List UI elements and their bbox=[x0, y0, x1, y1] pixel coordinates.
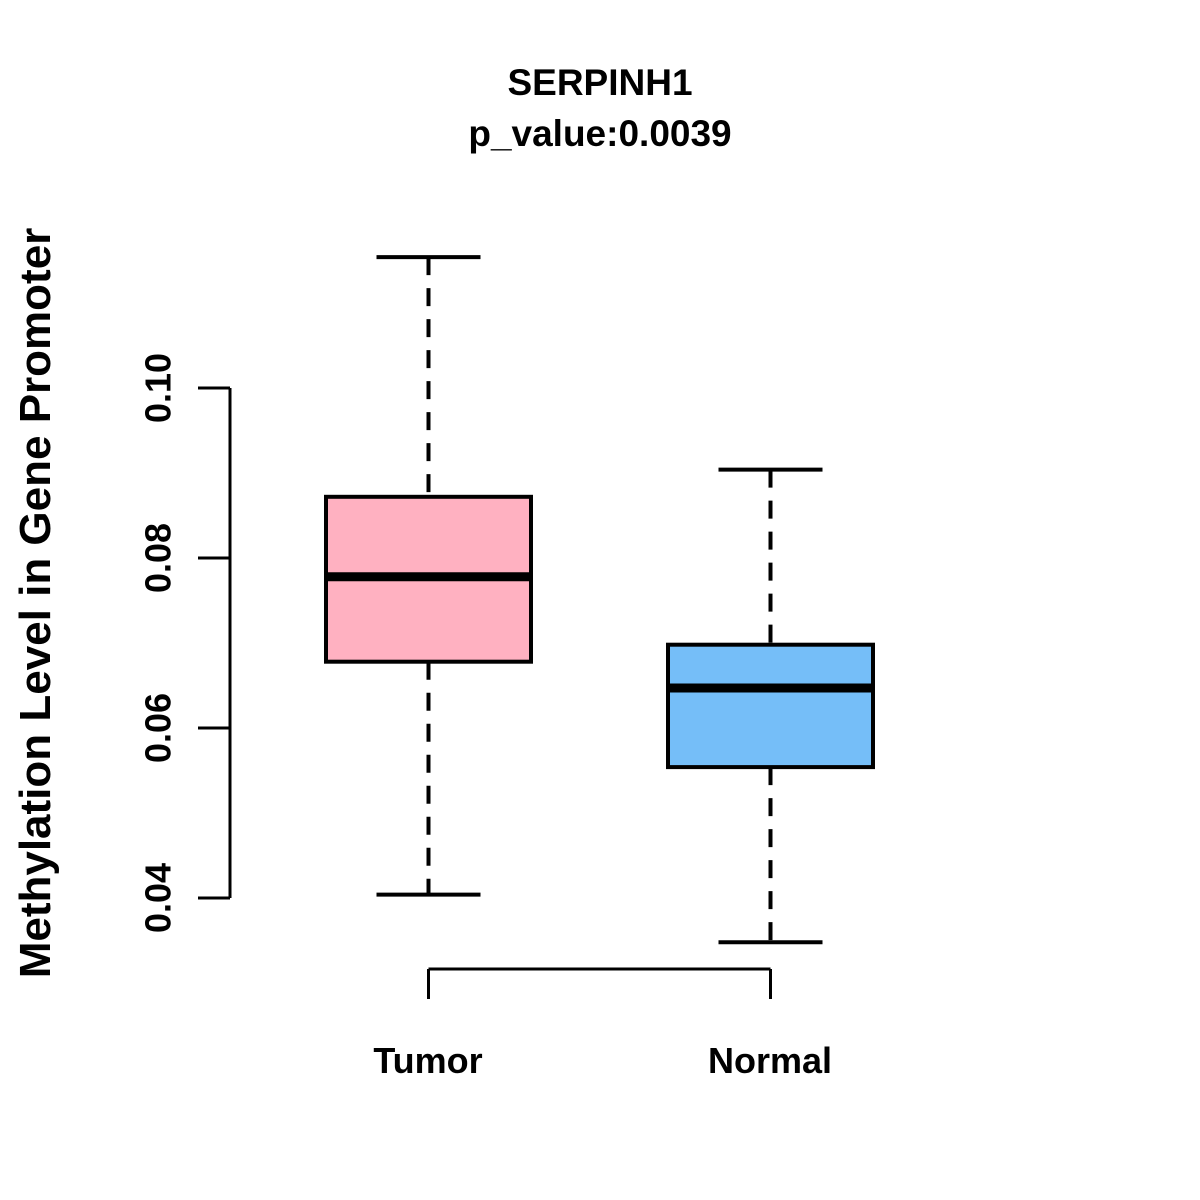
y-axis-tick-label: 0.04 bbox=[138, 863, 179, 933]
x-tick-label-tumor: Tumor bbox=[373, 1040, 483, 1081]
box-rect-normal bbox=[666, 642, 875, 770]
chart-subtitle: p_value:0.0039 bbox=[468, 113, 732, 154]
y-axis-tick-label: 0.08 bbox=[138, 523, 179, 593]
y-axis-tick-label: 0.06 bbox=[138, 693, 179, 763]
x-tick-label-normal: Normal bbox=[707, 1040, 833, 1081]
chart-title: SERPINH1 bbox=[507, 62, 693, 103]
title-block: SERPINH1 p_value:0.0039 bbox=[0, 64, 1200, 152]
y-axis-tick-label: 0.10 bbox=[138, 353, 179, 423]
